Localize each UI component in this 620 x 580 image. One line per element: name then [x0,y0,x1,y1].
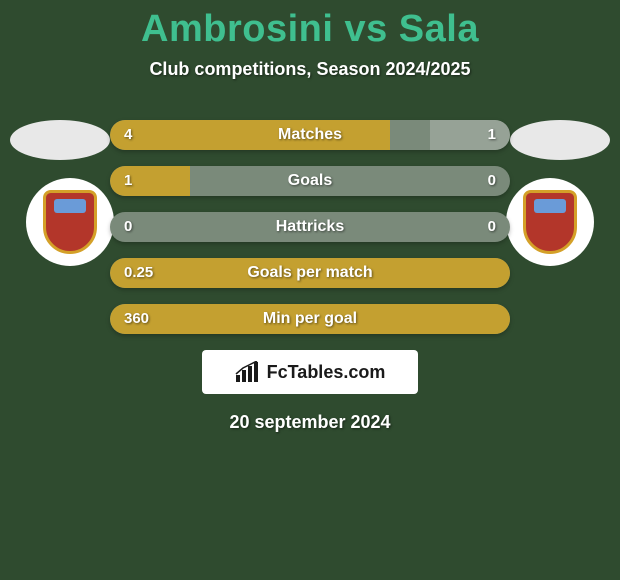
player-photo-right [510,120,610,160]
stat-row: 360Min per goal [110,304,510,334]
date-text: 20 september 2024 [0,412,620,433]
crest-ring-right [506,178,594,266]
stat-label: Hattricks [110,212,510,242]
crest-ring-left [26,178,114,266]
stat-row: 10Goals [110,166,510,196]
main-area: 41Matches 10Goals 00Hattricks 0.25Goals per… [0,120,620,433]
stat-label: Goals per match [110,258,510,288]
crest-emblem-right [534,199,566,213]
team-crest-left [20,172,120,272]
player-photo-left [10,120,110,160]
crest-shield-right [523,190,577,254]
team-crest-right [500,172,600,272]
bar-chart-icon [235,361,261,383]
stat-label: Min per goal [110,304,510,334]
stat-label: Matches [110,120,510,150]
page-title: Ambrosini vs Sala [0,0,620,51]
stat-row: 41Matches [110,120,510,150]
brand-box[interactable]: FcTables.com [202,350,418,394]
stat-label: Goals [110,166,510,196]
stats-list: 41Matches 10Goals 00Hattricks 0.25Goals per… [110,120,510,334]
subtitle: Club competitions, Season 2024/2025 [0,59,620,80]
brand-text: FcTables.com [267,362,386,383]
stat-row: 0.25Goals per match [110,258,510,288]
comparison-card: Ambrosini vs Sala Club competitions, Sea… [0,0,620,580]
crest-emblem-left [54,199,86,213]
stat-row: 00Hattricks [110,212,510,242]
crest-shield-left [43,190,97,254]
